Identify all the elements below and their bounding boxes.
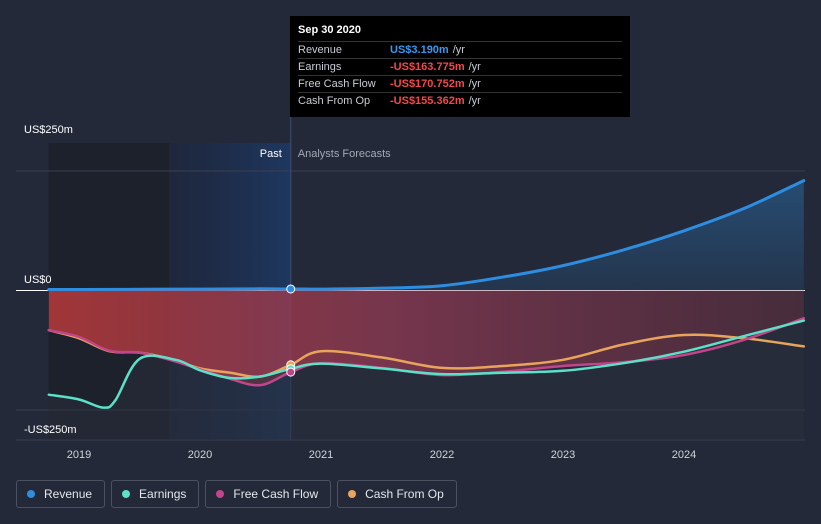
tooltip-row-earnings: Earnings -US$163.775m /yr <box>298 58 622 75</box>
tooltip-label: Cash From Op <box>298 95 371 107</box>
revenue-area <box>48 180 804 291</box>
legend-item-cash-from-op[interactable]: Cash From Op <box>337 480 457 508</box>
tooltip-date: Sep 30 2020 <box>298 24 361 36</box>
legend-item-revenue[interactable]: Revenue <box>16 480 106 508</box>
x-tick-label: 2023 <box>551 449 575 461</box>
marker-free-cash-flow <box>286 367 296 377</box>
x-tick-label: 2022 <box>430 449 454 461</box>
series-line-revenue <box>47 179 806 292</box>
x-tick-label: 2020 <box>188 449 212 461</box>
tooltip-label: Free Cash Flow <box>298 78 376 90</box>
legend-item-free-cash-flow[interactable]: Free Cash Flow <box>205 480 332 508</box>
past-label: Past <box>260 148 282 160</box>
tooltip-value: -US$163.775m <box>390 61 465 73</box>
tooltip-value: -US$170.752m <box>390 78 465 90</box>
legend: Revenue Earnings Free Cash Flow Cash Fro… <box>16 480 457 508</box>
legend-label: Cash From Op <box>365 487 444 501</box>
free-cash-flow-dot-icon <box>216 490 225 498</box>
tooltip-row-free-cash-flow: Free Cash Flow -US$170.752m /yr <box>298 75 622 92</box>
tooltip-unit: /yr <box>452 44 465 56</box>
x-tick-label: 2019 <box>67 449 91 461</box>
tooltip-label: Earnings <box>298 61 342 73</box>
earnings-dot-icon <box>122 490 131 498</box>
tooltip-unit: /yr <box>468 78 481 90</box>
cash-from-op-dot-icon <box>348 490 357 498</box>
revenue-dot-icon <box>27 490 35 498</box>
legend-item-earnings[interactable]: Earnings <box>111 480 200 508</box>
legend-label: Free Cash Flow <box>233 487 319 501</box>
marker-revenue <box>286 284 296 294</box>
tooltip-unit: /yr <box>468 61 481 73</box>
tooltip-unit: /yr <box>468 95 481 107</box>
y-label-top: US$250m <box>24 124 73 136</box>
legend-label: Earnings <box>139 487 187 501</box>
tooltip-value: US$3.190m <box>390 44 449 56</box>
cash-flow-area <box>48 290 804 386</box>
tooltip: Sep 30 2020 Revenue US$3.190m /yr Earnin… <box>290 16 630 117</box>
earnings-area <box>48 320 804 440</box>
forecast-label: Analysts Forecasts <box>298 148 391 160</box>
tooltip-label: Revenue <box>298 44 343 56</box>
x-tick-label: 2024 <box>672 449 696 461</box>
y-label-zero: US$0 <box>24 274 52 286</box>
tooltip-row-cash-from-op: Cash From Op -US$155.362m /yr <box>298 92 622 109</box>
x-tick-label: 2021 <box>309 449 333 461</box>
y-label-bottom: -US$250m <box>24 424 77 436</box>
legend-label: Revenue <box>44 487 93 501</box>
tooltip-value: -US$155.362m <box>390 95 465 107</box>
tooltip-row-revenue: Revenue US$3.190m /yr <box>298 41 622 58</box>
